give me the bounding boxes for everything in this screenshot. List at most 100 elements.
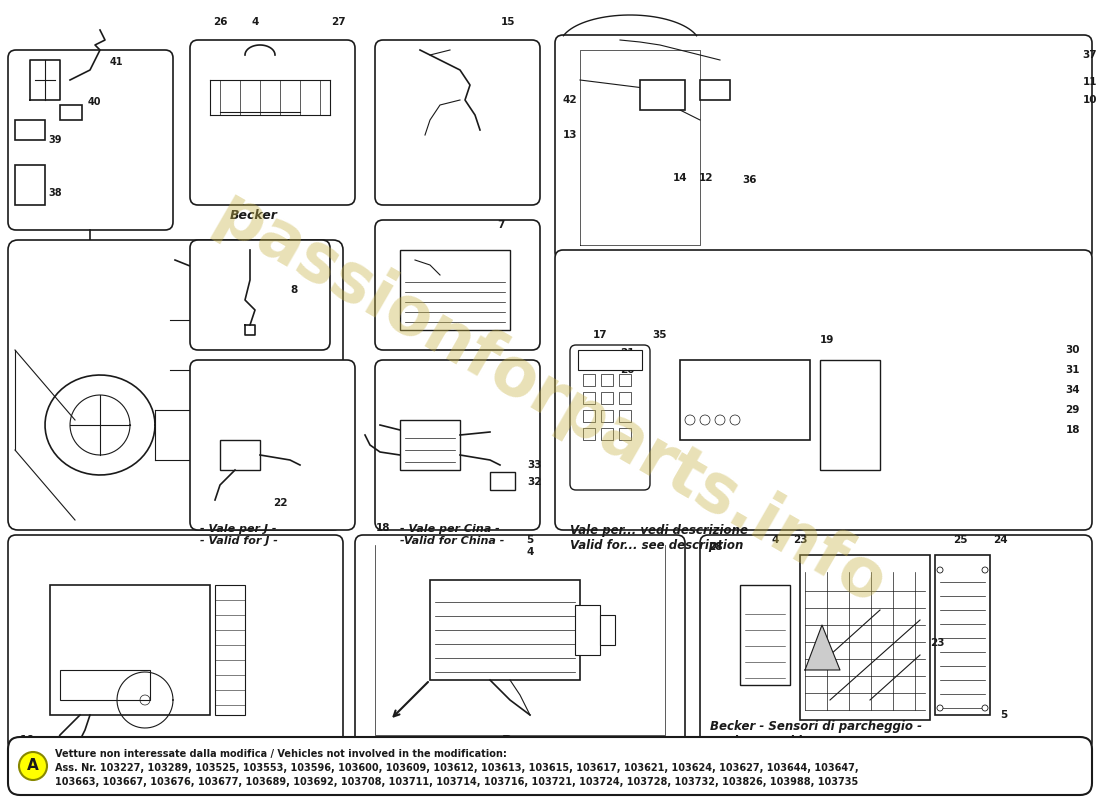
Circle shape <box>715 415 725 425</box>
Text: 18: 18 <box>375 523 390 533</box>
FancyBboxPatch shape <box>619 374 631 386</box>
FancyBboxPatch shape <box>619 392 631 404</box>
Text: Vetture non interessate dalla modifica / Vehicles not involved in the modificati: Vetture non interessate dalla modifica /… <box>55 749 507 759</box>
Text: 8: 8 <box>290 285 297 295</box>
Text: Becker: Becker <box>230 209 278 222</box>
FancyBboxPatch shape <box>700 80 730 100</box>
FancyBboxPatch shape <box>430 580 580 680</box>
Text: 34: 34 <box>1066 385 1080 395</box>
FancyBboxPatch shape <box>220 440 260 470</box>
Text: 4: 4 <box>526 547 534 557</box>
FancyBboxPatch shape <box>583 374 595 386</box>
Text: 20: 20 <box>620 365 635 375</box>
FancyBboxPatch shape <box>15 120 45 140</box>
FancyBboxPatch shape <box>583 356 595 368</box>
Text: - Vale per J -
- Valid for J -: - Vale per J - - Valid for J - <box>200 524 278 546</box>
Text: 26: 26 <box>212 17 228 27</box>
Text: 3: 3 <box>211 738 219 748</box>
Text: 103663, 103667, 103676, 103677, 103689, 103692, 103708, 103711, 103714, 103716, : 103663, 103667, 103676, 103677, 103689, … <box>55 777 858 787</box>
Text: 1: 1 <box>152 738 158 748</box>
Circle shape <box>730 415 740 425</box>
Text: 33: 33 <box>527 460 541 470</box>
FancyBboxPatch shape <box>8 240 343 530</box>
FancyBboxPatch shape <box>575 605 600 655</box>
FancyBboxPatch shape <box>60 105 82 120</box>
FancyBboxPatch shape <box>490 472 515 490</box>
Text: 15: 15 <box>500 17 515 27</box>
FancyBboxPatch shape <box>8 737 1092 795</box>
FancyBboxPatch shape <box>570 345 650 490</box>
FancyBboxPatch shape <box>375 220 540 350</box>
Text: 23: 23 <box>793 535 807 545</box>
Text: 32: 32 <box>527 477 541 487</box>
Text: 37: 37 <box>1082 50 1097 60</box>
FancyBboxPatch shape <box>190 240 330 350</box>
Text: 38: 38 <box>48 188 62 198</box>
Text: 6: 6 <box>172 738 178 748</box>
Text: 27: 27 <box>331 17 345 27</box>
Text: 21: 21 <box>620 348 635 358</box>
FancyBboxPatch shape <box>578 350 642 370</box>
FancyBboxPatch shape <box>820 360 880 470</box>
FancyBboxPatch shape <box>15 165 45 205</box>
FancyBboxPatch shape <box>375 40 540 205</box>
FancyBboxPatch shape <box>700 535 1092 750</box>
FancyBboxPatch shape <box>8 535 343 750</box>
Text: 4: 4 <box>771 535 779 545</box>
Text: Vale per... vedi descrizione
Valid for... see description: Vale per... vedi descrizione Valid for..… <box>570 524 748 552</box>
Circle shape <box>982 705 988 711</box>
Text: passionforparts.info: passionforparts.info <box>204 181 896 619</box>
FancyBboxPatch shape <box>60 670 150 700</box>
Text: 18: 18 <box>1066 425 1080 435</box>
Text: 19: 19 <box>820 335 835 345</box>
Text: 12: 12 <box>698 173 713 183</box>
Text: 31: 31 <box>1066 365 1080 375</box>
Circle shape <box>19 752 47 780</box>
Text: Bose: Bose <box>502 734 539 748</box>
Text: 17: 17 <box>593 330 607 340</box>
Text: A: A <box>28 758 38 774</box>
FancyBboxPatch shape <box>214 585 245 715</box>
FancyBboxPatch shape <box>8 50 173 230</box>
Text: 39: 39 <box>48 135 62 145</box>
FancyBboxPatch shape <box>601 392 613 404</box>
FancyBboxPatch shape <box>556 250 1092 530</box>
Text: 29: 29 <box>1066 405 1080 415</box>
FancyBboxPatch shape <box>375 360 540 530</box>
FancyBboxPatch shape <box>583 410 595 422</box>
Circle shape <box>937 567 943 573</box>
FancyBboxPatch shape <box>680 360 810 440</box>
Text: 35: 35 <box>652 330 668 340</box>
Text: 23: 23 <box>930 638 945 648</box>
Text: 24: 24 <box>992 535 1008 545</box>
Circle shape <box>982 567 988 573</box>
Text: 22: 22 <box>273 498 287 508</box>
Text: 25: 25 <box>953 535 967 545</box>
Text: 28: 28 <box>707 542 723 552</box>
FancyBboxPatch shape <box>619 356 631 368</box>
FancyBboxPatch shape <box>400 250 510 330</box>
FancyBboxPatch shape <box>740 585 790 685</box>
Text: 9: 9 <box>131 738 139 748</box>
FancyBboxPatch shape <box>601 374 613 386</box>
Circle shape <box>685 415 695 425</box>
FancyBboxPatch shape <box>601 410 613 422</box>
Text: 36: 36 <box>742 175 757 185</box>
FancyBboxPatch shape <box>619 428 631 440</box>
Circle shape <box>700 415 710 425</box>
Text: 40: 40 <box>88 97 101 107</box>
Text: 7: 7 <box>497 220 505 230</box>
Text: 14: 14 <box>673 173 688 183</box>
FancyBboxPatch shape <box>619 410 631 422</box>
FancyBboxPatch shape <box>50 585 210 715</box>
FancyBboxPatch shape <box>190 360 355 530</box>
Text: 5: 5 <box>527 535 534 545</box>
FancyBboxPatch shape <box>935 555 990 715</box>
FancyBboxPatch shape <box>556 35 1092 260</box>
FancyBboxPatch shape <box>583 428 595 440</box>
Text: 42: 42 <box>563 95 578 105</box>
Text: 5: 5 <box>1000 710 1008 720</box>
FancyBboxPatch shape <box>600 615 615 645</box>
Text: - Vale per Cina -
-Valid for China -: - Vale per Cina - -Valid for China - <box>400 524 505 546</box>
FancyBboxPatch shape <box>355 535 685 750</box>
